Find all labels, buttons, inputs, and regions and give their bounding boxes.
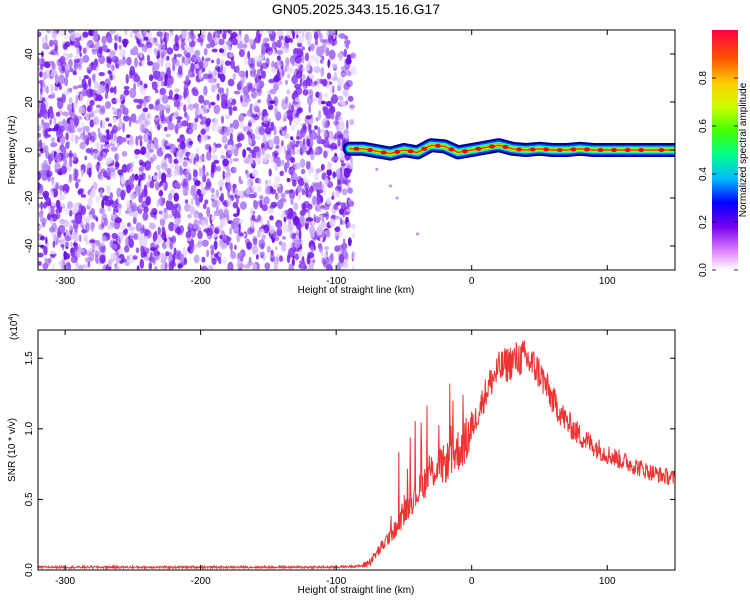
snr-x-tick-label: 0 <box>469 576 475 587</box>
colorbar-label: Normalized spectral amplitude <box>738 82 749 217</box>
spectrogram-y-tick-label: 20 <box>24 96 35 108</box>
snr-x-tick-label: -200 <box>191 576 211 587</box>
snr-x-tick-label: 100 <box>599 576 616 587</box>
spectrogram-x-tick-label: 100 <box>599 276 616 287</box>
spectrogram-y-tick-label: 40 <box>24 48 35 60</box>
colorbar-tick-label: 0.6 <box>698 119 709 133</box>
snr-panel: -300 -200 -100 0 100 0.0 0.5 1.0 1.5 Height of … <box>7 313 676 596</box>
spectrogram-y-tick-label: -20 <box>24 190 35 205</box>
snr-y-label: SNR (10 * v/v) <box>7 418 18 482</box>
snr-y-axis: 0.0 0.5 1.0 1.5 <box>24 351 675 577</box>
snr-frame <box>37 329 676 571</box>
spectrogram-x-tick-label: -300 <box>55 276 75 287</box>
colorbar: 0.0 0.2 0.4 0.6 0.8 Normalized spectral ampl… <box>698 30 749 277</box>
spectrogram-x-tick-label: -200 <box>191 276 211 287</box>
snr-y-multiplier: (x104) <box>8 313 20 340</box>
snr-x-tick-label: -100 <box>326 576 346 587</box>
snr-line <box>38 340 675 570</box>
snr-x-label: Height of straight line (km) <box>298 585 415 596</box>
colorbar-tick-label: 0.2 <box>698 215 709 229</box>
colorbar-tick-label: 0.4 <box>698 167 709 181</box>
spectrogram-signal-track <box>342 138 675 161</box>
colorbar-ticks: 0.0 0.2 0.4 0.6 0.8 <box>698 71 738 277</box>
spectrogram-y-label: Frequency (Hz) <box>7 116 18 185</box>
spectrogram-x-label: Height of straight line (km) <box>298 285 415 296</box>
spectrogram-x-tick-label: -100 <box>326 276 346 287</box>
snr-y-tick-label: 0.5 <box>24 492 35 506</box>
spectrogram-x-tick-label: 0 <box>469 276 475 287</box>
colorbar-tick-label: 0.8 <box>698 71 709 85</box>
figure-title: GN05.2025.343.15.16.G17 <box>272 1 440 17</box>
spectrogram-y-axis: -40 -20 0 20 40 <box>24 48 675 253</box>
colorbar-gradient <box>712 30 738 270</box>
spectrogram-noise <box>38 30 419 270</box>
snr-y-tick-label: 1.5 <box>24 351 35 365</box>
spectrogram-x-axis: -300 -200 -100 0 100 <box>55 30 616 287</box>
snr-y-tick-label: 1.0 <box>24 421 35 435</box>
spectrogram-y-tick-label: 0 <box>24 147 35 153</box>
snr-x-tick-label: -300 <box>55 576 75 587</box>
snr-y-tick-label: 0.0 <box>24 563 35 577</box>
colorbar-tick-label: 0.0 <box>698 263 709 277</box>
spectrogram-y-tick-label: -40 <box>24 238 35 253</box>
snr-x-axis: -300 -200 -100 0 100 <box>55 330 616 587</box>
